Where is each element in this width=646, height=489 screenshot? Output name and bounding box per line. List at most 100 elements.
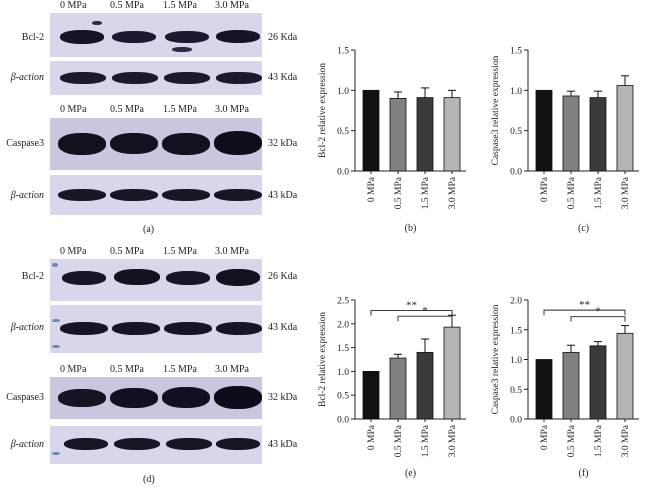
x-tick-label: 0 MPa (540, 176, 550, 202)
significance-label: * (595, 306, 601, 318)
lane-label: 0 MPa (60, 104, 87, 115)
y-tick-label: 0.5 (510, 386, 522, 396)
panel-label-b: (b) (405, 223, 417, 234)
y-axis-label: Caspase3 relative expression (491, 304, 501, 414)
y-axis-label: Bcl-2 relative expression (318, 312, 328, 407)
significance-label: * (422, 305, 428, 317)
bar (389, 98, 407, 172)
kda-label: 43 kDa (268, 190, 298, 201)
significance-label: ** (579, 299, 590, 311)
lane-label: 1.5 MPa (163, 0, 197, 11)
row-label-actin: β-action (10, 190, 44, 201)
row-label-caspase3: Caspase3 (6, 392, 44, 403)
significance-bracket (543, 309, 626, 316)
lane-label: 0 MPa (60, 364, 87, 375)
x-tick-label: 3.0 MPa (448, 424, 458, 457)
kda-label: 43 kDa (268, 439, 298, 450)
lane-label: 0 MPa (60, 0, 87, 11)
panel-label-c: (c) (578, 223, 589, 234)
row-label-caspase3: Caspase3 (6, 138, 44, 149)
bar (362, 371, 380, 420)
lane-label: 0.5 MPa (110, 364, 144, 375)
y-tick-label: 0.5 (337, 127, 349, 137)
bar-chart-b: 0.0 0.5 1.0 1.5 Bcl-2 relative expression 0 M… (318, 47, 466, 234)
lane-label: 0.5 MPa (110, 246, 144, 257)
y-tick-label: 1.0 (337, 368, 349, 378)
significance-bracket (397, 315, 453, 322)
lane-label: 0.5 MPa (110, 0, 144, 11)
row-label-bcl2: Bcl-2 (21, 32, 44, 43)
significance-label: ** (406, 299, 417, 311)
lane-label: 3.0 MPa (215, 364, 249, 375)
y-tick-label: 2.5 (337, 297, 349, 307)
row-label-bcl2: Bcl-2 (21, 271, 44, 282)
y-tick-label: 1.0 (510, 356, 522, 366)
bar (562, 351, 580, 420)
lane-label: 1.5 MPa (163, 246, 197, 257)
x-tick-label: 1.5 MPa (421, 424, 431, 457)
y-tick-label: 0.0 (510, 168, 522, 178)
x-tick-label: 0.5 MPa (567, 176, 577, 209)
panel-label-f: (f) (579, 468, 589, 479)
kda-label: 32 kDa (268, 138, 298, 149)
blot-image (50, 118, 262, 170)
y-tick-label: 1.0 (337, 87, 349, 97)
bar (616, 85, 634, 172)
blot-image (50, 13, 262, 57)
y-tick-label: 1.5 (337, 344, 349, 354)
x-tick-label: 0 MPa (367, 176, 377, 202)
x-tick-label: 0 MPa (367, 424, 377, 450)
bar (416, 351, 434, 420)
blot-image (50, 259, 262, 301)
kda-label: 32 kDa (268, 392, 298, 403)
blot-image (50, 175, 262, 215)
kda-label: 26 Kda (268, 271, 298, 282)
lane-label: 3.0 MPa (215, 104, 249, 115)
lane-label: 0 MPa (60, 246, 87, 257)
y-tick-label: 0.0 (337, 168, 349, 178)
x-tick-label: 3.0 MPa (448, 176, 458, 209)
lane-label: 3.0 MPa (215, 0, 249, 11)
kda-label: 26 Kda (268, 32, 298, 43)
kda-label: 43 Kda (268, 322, 298, 333)
y-tick-label: 1.5 (337, 47, 349, 57)
significance-bracket (370, 310, 453, 316)
lane-label: 0.5 MPa (110, 104, 144, 115)
panel-label-a: (a) (143, 224, 155, 235)
x-tick-label: 0 MPa (540, 424, 550, 450)
bar-chart-f: 0.0 0.5 1.0 1.5 2.0 Caspase3 relative express… (491, 297, 639, 479)
blot-image (50, 305, 262, 353)
x-tick-label: 3.0 MPa (621, 424, 631, 457)
blot-image (50, 426, 262, 464)
y-tick-label: 0.0 (337, 416, 349, 426)
bar (416, 97, 434, 172)
bar (616, 332, 634, 420)
bar (589, 345, 607, 420)
blot-image (50, 377, 262, 419)
y-axis-label: Bcl-2 relative expression (318, 63, 328, 158)
bar (535, 359, 553, 420)
kda-label: 43 Kda (268, 72, 298, 83)
bar (443, 326, 461, 420)
row-label-actin: β-action (10, 72, 44, 83)
y-tick-label: 1.0 (510, 87, 522, 97)
y-tick-label: 0.5 (510, 127, 522, 137)
significance-bracket (570, 316, 626, 322)
x-tick-label: 1.5 MPa (421, 176, 431, 209)
bar (589, 97, 607, 172)
x-tick-label: 1.5 MPa (594, 176, 604, 209)
bar (389, 357, 407, 420)
bar-chart-e: 0.0 0.5 1.0 1.5 2.0 2.5 Bcl-2 relative express… (318, 297, 466, 479)
lane-label: 3.0 MPa (215, 246, 249, 257)
y-tick-label: 1.5 (510, 326, 522, 336)
lane-label: 1.5 MPa (163, 104, 197, 115)
bar (562, 95, 580, 172)
x-tick-label: 0.5 MPa (567, 424, 577, 457)
lane-label: 1.5 MPa (163, 364, 197, 375)
bar (362, 89, 380, 172)
bar-chart-c: 0.0 0.5 1.0 1.5 Caspase3 relative expression… (491, 47, 639, 234)
panel-label-e: (e) (405, 468, 416, 479)
x-tick-label: 3.0 MPa (621, 176, 631, 209)
x-tick-label: 0.5 MPa (394, 424, 404, 457)
x-tick-label: 0.5 MPa (394, 176, 404, 209)
